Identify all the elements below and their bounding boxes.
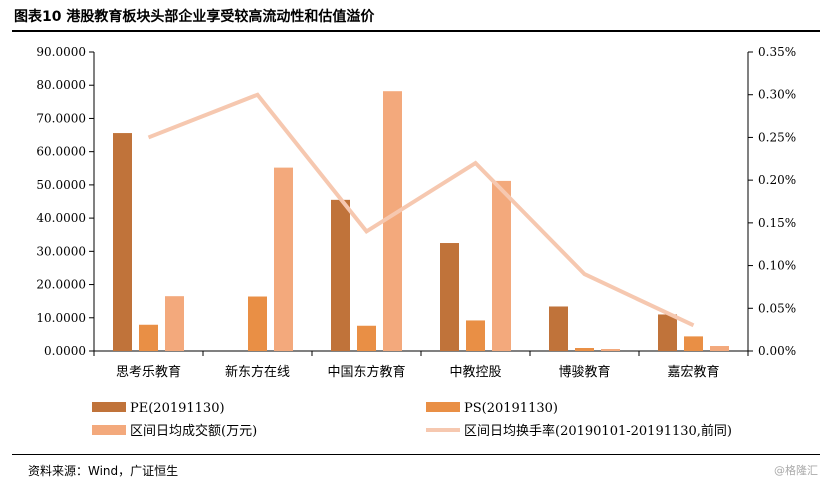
bar bbox=[658, 314, 677, 351]
bar bbox=[139, 324, 158, 351]
category-label: 中国东方教育 bbox=[327, 364, 405, 380]
bar bbox=[549, 306, 568, 351]
bar-series bbox=[113, 91, 729, 352]
legend-label: PE(20191130) bbox=[130, 401, 225, 416]
left-tick-label: 40.0000 bbox=[36, 211, 86, 225]
watermark: @格隆汇 bbox=[774, 464, 818, 477]
left-tick-label: 0.0000 bbox=[44, 344, 86, 358]
bar bbox=[248, 296, 267, 351]
bar bbox=[113, 133, 132, 351]
right-tick-label: 0.25% bbox=[758, 130, 796, 144]
left-tick-label: 20.0000 bbox=[36, 278, 86, 292]
category-label: 思考乐教育 bbox=[116, 364, 181, 380]
bar bbox=[710, 346, 729, 351]
right-tick-label: 0.20% bbox=[758, 173, 796, 187]
bar bbox=[601, 349, 620, 351]
left-tick-label: 80.0000 bbox=[36, 78, 86, 92]
bar bbox=[274, 167, 293, 351]
bar bbox=[492, 180, 511, 351]
legend-swatch bbox=[92, 425, 126, 435]
category-label: 博骏教育 bbox=[558, 364, 610, 380]
chart-legend: PE(20191130) PS(20191130) 区间日均成交额(万元) 区间日均换… bbox=[92, 401, 732, 439]
bar bbox=[331, 199, 350, 351]
right-tick-label: 0.00% bbox=[758, 344, 796, 358]
bar bbox=[165, 296, 184, 351]
right-tick-label: 0.15% bbox=[758, 216, 796, 230]
left-tick-label: 50.0000 bbox=[36, 178, 86, 192]
source-note: 资料来源：Wind，广证恒生 bbox=[28, 464, 179, 478]
left-tick-label: 70.0000 bbox=[36, 111, 86, 125]
right-tick-label: 0.10% bbox=[758, 259, 796, 273]
left-tick-label: 30.0000 bbox=[36, 244, 86, 258]
right-tick-label: 0.05% bbox=[758, 301, 796, 315]
category-labels: 思考乐教育 新东方在线 中国东方教育 中教控股 博骏教育 嘉宏教育 bbox=[116, 364, 720, 380]
line-series bbox=[147, 92, 695, 328]
legend-label: PS(20191130) bbox=[464, 401, 558, 416]
legend-label: 区间日均换手率(20190101-20191130,前同) bbox=[464, 423, 732, 439]
left-tick-label: 10.0000 bbox=[36, 311, 86, 325]
left-tick-label: 90.0000 bbox=[36, 45, 86, 59]
category-label: 嘉宏教育 bbox=[667, 364, 719, 380]
legend-label: 区间日均成交额(万元) bbox=[130, 423, 257, 439]
bar bbox=[357, 325, 376, 351]
footer-rule bbox=[12, 454, 820, 455]
turnover-line bbox=[147, 92, 695, 328]
bar bbox=[684, 336, 703, 351]
left-tick-label: 60.0000 bbox=[36, 145, 86, 159]
right-tick-label: 0.35% bbox=[758, 45, 796, 59]
category-label: 新东方在线 bbox=[225, 364, 290, 380]
legend-swatch bbox=[92, 402, 126, 412]
right-tick-label: 0.30% bbox=[758, 88, 796, 102]
bar bbox=[575, 348, 594, 351]
legend-swatch bbox=[426, 402, 460, 412]
bar bbox=[466, 320, 485, 351]
bar bbox=[383, 91, 402, 352]
title-rule bbox=[12, 30, 820, 32]
category-label: 中教控股 bbox=[449, 364, 501, 380]
chart-title: 图表10 港股教育板块头部企业享受较高流动性和估值溢价 bbox=[14, 9, 375, 25]
chart-axes: 0.0000 10.0000 20.0000 30.0000 40.0000 50.000… bbox=[36, 45, 796, 358]
bar bbox=[440, 243, 459, 351]
